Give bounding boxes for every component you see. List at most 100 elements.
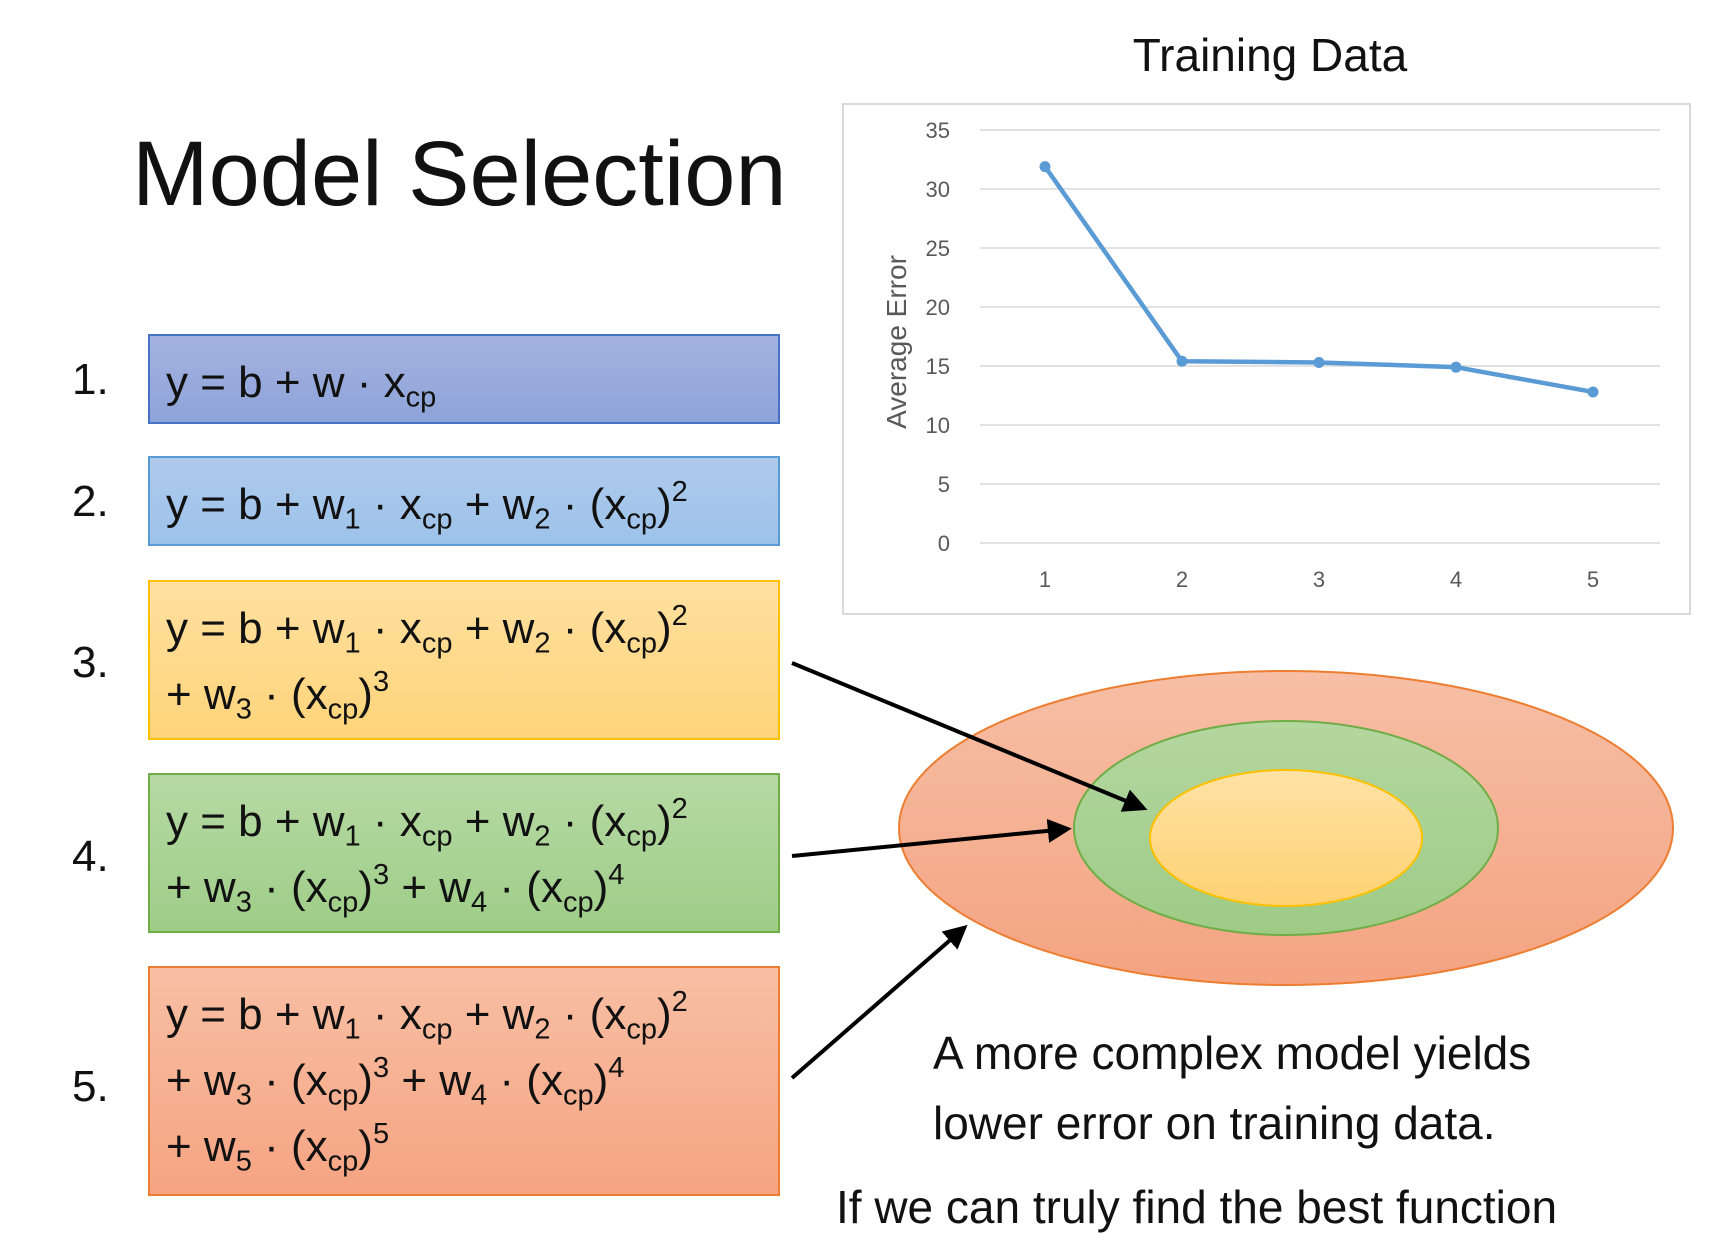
equation-text: + w [389,863,472,912]
equation-text: + w [166,1122,236,1171]
equation-subscript: 2 [534,627,551,660]
equation-text: ) [657,797,672,846]
equation-text: + w [166,670,236,719]
model-number-2: 2. [72,477,109,526]
chart-y-axis-label: Average Error [881,255,912,429]
equation-text: ) [358,863,373,912]
equation-text: y = b + w · x [166,358,406,407]
chart-data-point [1039,161,1051,173]
equation-subscript: 1 [344,820,361,853]
equation-superscript: 4 [608,859,625,891]
chart-data-point [1587,386,1599,398]
equation-line: + w5 · (xcp)5 [166,1114,762,1180]
equation-text: ) [593,1056,609,1105]
equation-text: · x [360,480,422,529]
equation-subscript: cp [421,627,453,660]
model-number-4: 4. [72,832,109,881]
equation-text: + w [452,990,535,1039]
equation-text: · (x [550,480,627,529]
equation-text: y = b + w [166,797,345,846]
chart-y-tick-label: 5 [938,472,950,497]
equation-text: · (x [487,1056,563,1105]
equation-subscript: cp [421,820,453,853]
equation-subscript: cp [327,693,359,726]
equation-line: y = b + w1 · xcp + w2 · (xcp)2 [166,596,762,662]
equation-text: ) [657,990,672,1039]
equation-subscript: cp [421,1013,453,1046]
equation-subscript: cp [327,1079,359,1112]
chart-data-point [1450,361,1462,373]
chart-y-tick-label: 10 [926,413,950,438]
equation-text: · x [360,797,422,846]
equation-text: + w [166,1056,236,1105]
model-number-3: 3. [72,638,109,687]
equation-text: + w [166,863,236,912]
equation-subscript: cp [562,886,594,919]
equation-subscript: 3 [235,1079,252,1112]
equation-subscript: 4 [471,1079,488,1112]
equation-superscript: 2 [671,793,688,825]
equation-text: · (x [550,604,627,653]
equation-superscript: 4 [608,1052,625,1084]
equation-text: ) [358,1122,373,1171]
arrow-model5 [790,924,968,1080]
equation-subscript: 1 [344,1013,361,1046]
equation-text: · (x [550,797,627,846]
equation-superscript: 2 [671,986,688,1018]
chart-x-tick-label: 5 [1587,567,1599,592]
model-number-1: 1. [72,355,109,404]
arrow-model4 [791,818,1072,858]
inner-ellipse-model3 [1149,769,1423,907]
equation-text: · (x [251,670,328,719]
chart-data-point [1313,356,1325,368]
equation-line: + w3 · (xcp)3 + w4 · (xcp)4 [166,855,762,921]
chart-y-tick-label: 35 [926,118,950,143]
equation-text: + w [452,604,535,653]
chart-x-tick-label: 4 [1450,567,1462,592]
chart-y-tick-label: 25 [926,236,950,261]
model-box-2: y = b + w1 · xcp + w2 · (xcp)2 [148,456,780,546]
equation-text: ) [358,1056,373,1105]
chart-x-tick-label: 2 [1176,567,1188,592]
equation-line: + w3 · (xcp)3 + w4 · (xcp)4 [166,1048,762,1114]
chart-title: Training Data [1132,29,1408,81]
chart-y-tick-label: 20 [926,295,950,320]
equation-text: · (x [251,1056,328,1105]
equation-subscript: 3 [235,693,252,726]
equation-line: y = b + w1 · xcp + w2 · (xcp)2 [166,982,762,1048]
equation-subscript: cp [327,1145,359,1178]
chart-x-tick-label: 1 [1039,567,1051,592]
equation-line: y = b + w · xcp [166,350,762,416]
equation-text: + w [452,797,535,846]
caption-line-2: lower error on training data. [933,1097,1496,1149]
equation-text: ) [657,480,672,529]
equation-subscript: cp [626,820,657,853]
equation-subscript: 1 [344,627,361,660]
equation-subscript: cp [626,627,657,660]
equation-subscript: cp [405,381,437,414]
equation-subscript: 2 [534,503,551,536]
equation-text: ) [657,604,672,653]
equation-subscript: 3 [235,886,252,919]
chart-y-tick-label: 15 [926,354,950,379]
equation-subscript: 4 [471,886,488,919]
caption-line-1: A more complex model yields [933,1027,1532,1079]
equation-text: ) [593,863,609,912]
equation-line: y = b + w1 · xcp + w2 · (xcp)2 [166,789,762,855]
caption-line-3: If we can truly find the best function [836,1181,1558,1233]
equation-subscript: cp [327,886,359,919]
equation-subscript: 2 [534,1013,551,1046]
chart-y-tick-labels: 0 5 10 15 20 25 30 35 [926,118,950,556]
equation-subscript: 5 [235,1145,252,1178]
model-box-5: y = b + w1 · xcp + w2 · (xcp)2 + w3 · (xc… [148,966,780,1196]
chart-data-point [1176,355,1188,367]
equation-text: · x [360,604,422,653]
equation-line: y = b + w1 · xcp + w2 · (xcp)2 [166,472,762,538]
equation-superscript: 5 [372,1118,390,1150]
equation-text: y = b + w [166,480,345,529]
equation-subscript: 2 [534,820,551,853]
equation-text: + w [452,480,535,529]
equation-superscript: 2 [671,600,688,632]
slide-title: Model Selection [132,123,787,225]
